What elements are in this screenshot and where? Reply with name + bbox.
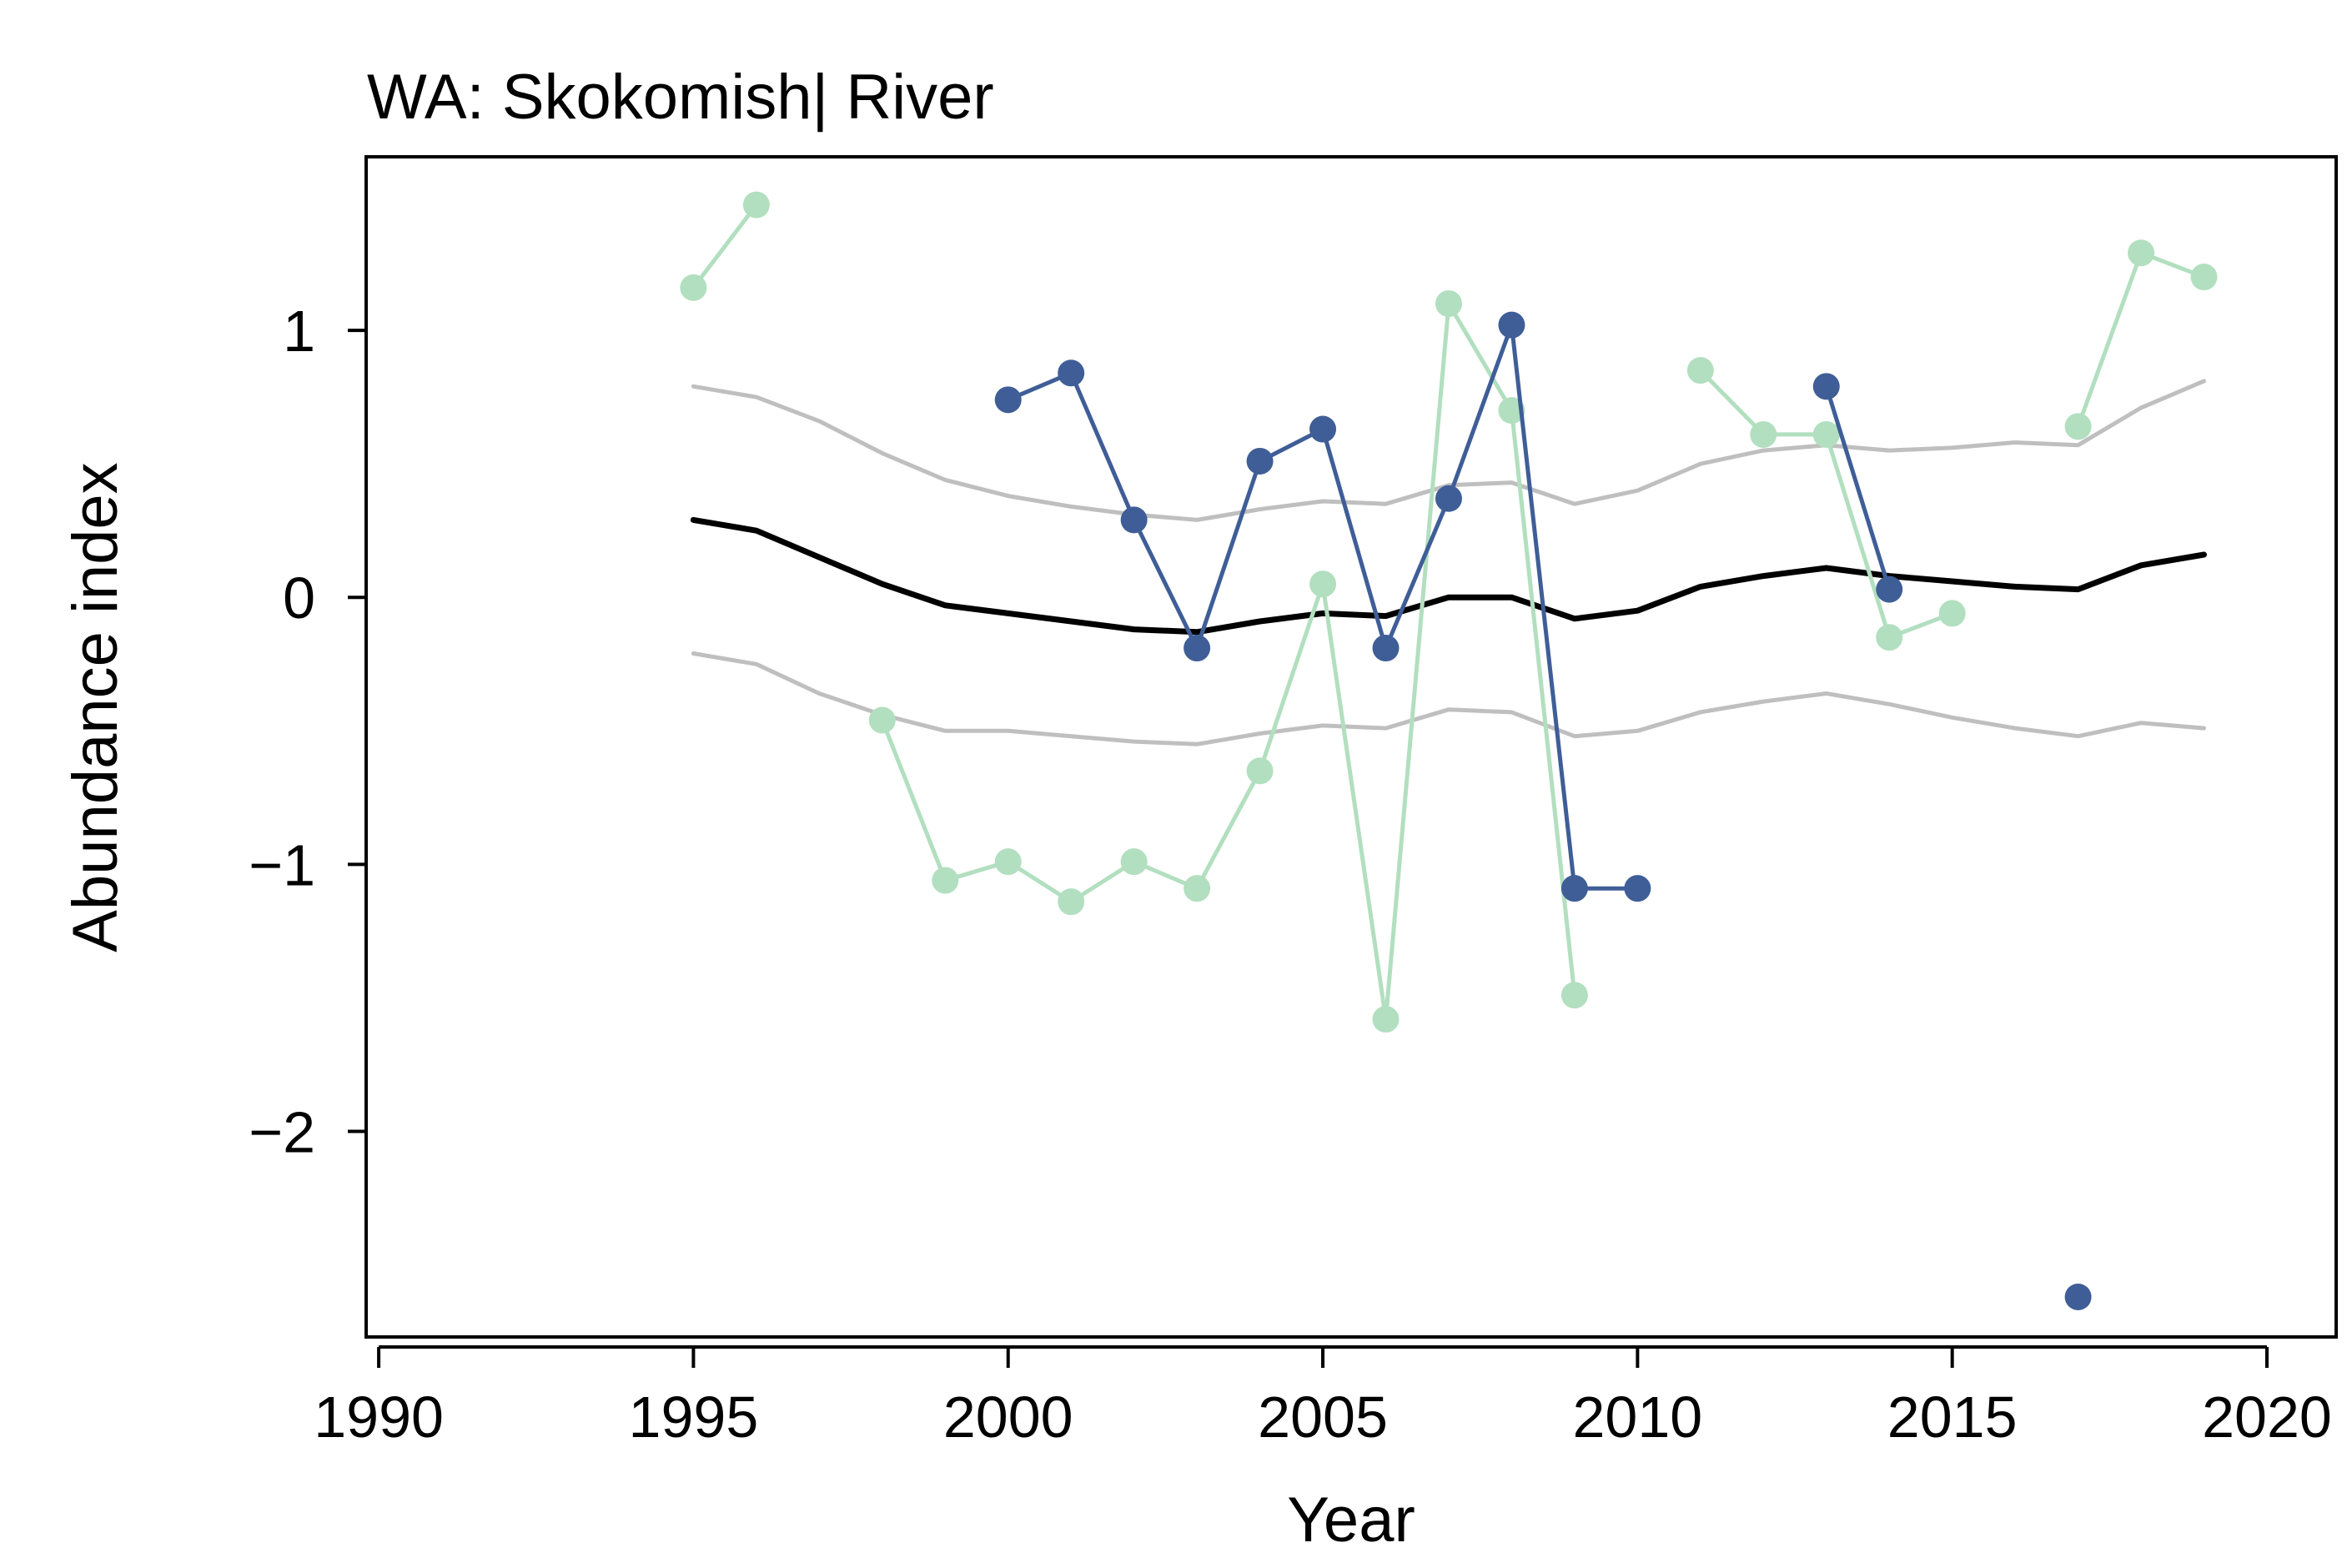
x-tick-label: 2020 — [2202, 1385, 2332, 1450]
data-point — [1560, 875, 1588, 902]
x-axis-label: Year — [1287, 1485, 1415, 1555]
data-point — [1372, 635, 1400, 662]
series-line-1 — [691, 651, 2206, 746]
data-point — [1184, 635, 1211, 662]
data-point — [1309, 570, 1337, 598]
data-point — [680, 274, 707, 301]
data-point — [1309, 415, 1337, 443]
data-point — [1624, 875, 1651, 902]
series-3-segment-2 — [1699, 369, 1953, 640]
data-point — [932, 867, 959, 894]
data-point — [1246, 447, 1274, 475]
x-tick-label: 2005 — [1258, 1385, 1388, 1450]
x-axis: 1990 1995 2000 2005 2010 2015 2020 — [314, 1345, 2332, 1450]
series-4-segment-0 — [1007, 323, 1638, 891]
data-point — [994, 848, 1022, 876]
data-point — [1372, 1006, 1400, 1033]
y-axis: 1 0 −1 −2 — [249, 299, 366, 1164]
data-point — [1498, 311, 1525, 339]
series-layer — [680, 191, 2218, 1310]
x-tick-label: 2015 — [1887, 1385, 2018, 1450]
data-point — [1812, 420, 1840, 448]
data-point — [1058, 888, 1085, 916]
series-3-segment-1 — [880, 301, 1577, 1022]
data-point — [1750, 420, 1777, 448]
plot-frame — [364, 155, 2338, 1339]
x-tick-label: 2000 — [943, 1385, 1073, 1450]
data-point — [1876, 624, 1903, 651]
y-tick-label: −2 — [249, 1099, 315, 1164]
data-point — [1058, 359, 1085, 387]
data-point — [868, 706, 896, 734]
data-point — [1435, 290, 1462, 318]
series-3-segment-0 — [691, 204, 758, 289]
y-tick-label: −1 — [249, 832, 315, 897]
data-point — [2064, 413, 2092, 440]
data-point — [2064, 1283, 2092, 1310]
series-line-2 — [690, 516, 2207, 636]
x-tick-label: 1995 — [629, 1385, 759, 1450]
y-tick-label: 0 — [283, 565, 315, 631]
y-axis-label: Abundance index — [60, 462, 131, 952]
data-point — [1812, 373, 1840, 400]
data-point — [1686, 357, 1714, 384]
data-point — [994, 386, 1022, 414]
data-point — [1876, 575, 1903, 603]
data-point — [1120, 506, 1148, 534]
data-point — [1435, 485, 1462, 512]
series-3-segment-3 — [2076, 250, 2205, 428]
data-point — [1938, 600, 1966, 627]
data-point — [1184, 875, 1211, 902]
data-point — [2128, 239, 2155, 267]
data-point — [1120, 848, 1148, 876]
data-point — [1498, 397, 1525, 425]
data-point — [1246, 757, 1274, 785]
data-point — [742, 191, 770, 219]
x-tick-label: 1990 — [314, 1385, 444, 1450]
data-point — [1560, 982, 1588, 1009]
series-4-segment-1 — [1824, 385, 1892, 591]
y-tick-label: 1 — [283, 299, 315, 364]
data-point — [2190, 264, 2218, 291]
x-tick-label: 2010 — [1572, 1385, 1702, 1450]
chart-title: WA: Skokomish| River — [367, 62, 994, 133]
